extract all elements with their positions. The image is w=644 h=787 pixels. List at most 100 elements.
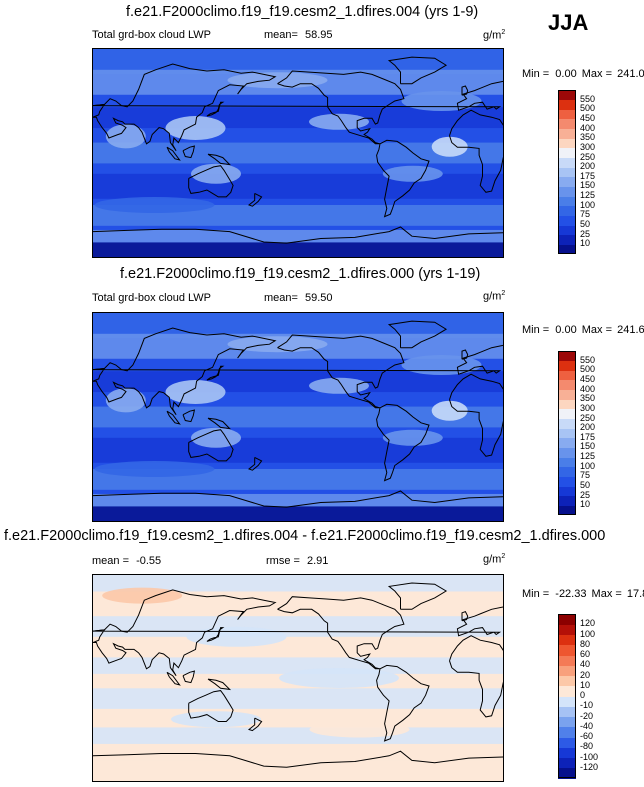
- colorbar-tick-label: 450: [580, 373, 596, 384]
- colorbar-swatch: [558, 716, 576, 728]
- colorbar-swatch: [558, 644, 576, 656]
- field-cell: [401, 355, 482, 375]
- colorbar-swatch: [558, 447, 576, 458]
- panel-1-minmax: Min = 0.00 Max = 241.01: [522, 68, 644, 80]
- field-cell: [382, 165, 443, 182]
- colorbar-swatch: [558, 428, 576, 439]
- field-cell: [431, 136, 468, 157]
- colorbar-tick-label: -20: [580, 710, 594, 721]
- panel-1-units-exp: 2: [501, 29, 506, 36]
- field-band: [93, 173, 503, 199]
- panel-1-units-base: g/m: [483, 29, 502, 42]
- field-cell: [279, 668, 399, 688]
- coastline: [376, 664, 430, 742]
- panel-1-max-value: 241.01: [617, 68, 644, 80]
- coastline: [387, 56, 448, 85]
- panel-3-rmse: rmse = 2.91: [266, 555, 328, 567]
- field-band: [93, 760, 503, 781]
- field-band: [93, 727, 503, 744]
- colorbar-tick-label: 350: [580, 132, 596, 143]
- coastline: [93, 750, 503, 768]
- colorbar-swatch: [558, 767, 576, 779]
- colorbar-swatch: [558, 389, 576, 400]
- colorbar-tick-label: 50: [580, 219, 591, 230]
- field-cell: [309, 113, 369, 130]
- colorbar-frame: [558, 90, 576, 254]
- panel-3-mean-value: -0.55: [136, 555, 162, 567]
- colorbar-swatch: [558, 665, 576, 676]
- colorbar-tick-label: 80: [580, 638, 591, 649]
- coastline: [449, 635, 503, 718]
- coastline: [387, 582, 448, 610]
- colorbar-tick-label: 120: [580, 618, 596, 629]
- colorbar-tick-label: -10: [580, 700, 594, 711]
- colorbar-swatch: [558, 706, 576, 717]
- colorbar-tick-label: 300: [580, 141, 596, 152]
- panel-3-mean-label: mean =: [92, 555, 129, 567]
- colorbar-swatch: [558, 351, 576, 362]
- colorbar-tick-label: 550: [580, 93, 596, 104]
- field-cell: [309, 377, 369, 394]
- colorbar-tick-label: -120: [580, 761, 599, 772]
- colorbar-tick-label: 75: [580, 470, 591, 481]
- panel-1-mean-value: 58.95: [305, 29, 333, 41]
- colorbar-swatch: [558, 167, 576, 178]
- coastline: [461, 610, 469, 622]
- coastline: [93, 490, 503, 508]
- colorbar-tick-label: 400: [580, 383, 596, 394]
- colorbar-swatch: [558, 215, 576, 226]
- panel-3-map: [92, 574, 504, 782]
- colorbar-tick-label: 450: [580, 112, 596, 123]
- colorbar-tick-label: 500: [580, 364, 596, 375]
- colorbar-tick-label: 10: [580, 499, 591, 510]
- coastline: [277, 334, 405, 409]
- colorbar-tick-label: 250: [580, 151, 596, 162]
- field-band: [93, 657, 503, 674]
- colorbar-tick-label: 300: [580, 402, 596, 413]
- panel-1-mean: mean= 58.95: [264, 29, 333, 41]
- panel-2-title: f.e21.F2000climo.f19_f19.cesm2_1.dfires.…: [120, 266, 481, 282]
- panel-3-max-label: Max =: [591, 588, 622, 600]
- colorbar-swatch: [558, 99, 576, 110]
- field-cell: [431, 400, 468, 421]
- field-band: [93, 437, 503, 463]
- coastline: [206, 627, 225, 642]
- colorbar-tick-label: -40: [580, 720, 594, 731]
- colorbar-tick-label: 75: [580, 209, 591, 220]
- colorbar-tick-label: 60: [580, 649, 591, 659]
- coastline: [206, 101, 225, 117]
- panel-3-min-value: -22.33: [555, 588, 587, 600]
- panel-2-colorbar: 10 25 50 75 100 125 150 175 200 250 300 350 400 450 50…: [558, 351, 608, 516]
- field-cell: [191, 163, 241, 184]
- colorbar-tick-label: 125: [580, 190, 596, 201]
- coastline: [449, 373, 503, 457]
- colorbar-tick-label: 175: [580, 431, 596, 442]
- colorbar-swatch: [558, 370, 576, 381]
- colorbar-swatch: [558, 457, 576, 468]
- panel-2-map: [92, 312, 504, 522]
- colorbar-swatch: [558, 614, 576, 625]
- panel-3-units-exp: 2: [501, 553, 506, 560]
- panel-3-units-base: g/m: [483, 553, 502, 566]
- colorbar-swatch: [558, 128, 576, 139]
- panel-3-colorbar: -120 -100 -80 -60 -40 -20 -10 0 10 20 40 60 80 100 120: [558, 614, 608, 779]
- season-label: JJA: [548, 10, 589, 35]
- field-cell: [401, 91, 482, 111]
- coastline: [166, 671, 181, 686]
- colorbar-swatch: [558, 244, 576, 255]
- field-band: [93, 142, 503, 164]
- colorbar-swatch: [558, 138, 576, 149]
- coastline: [207, 153, 232, 166]
- field-cell: [191, 427, 241, 448]
- panel-1-title: f.e21.F2000climo.f19_f19.cesm2_1.dfires.…: [126, 4, 479, 20]
- panel-2-max-value: 241.64: [617, 324, 644, 336]
- field-band: [93, 575, 503, 592]
- colorbar-swatch: [558, 476, 576, 487]
- colorbar-swatch: [558, 696, 576, 707]
- panel-2-mean-label: mean=: [264, 292, 298, 304]
- field-band: [93, 688, 503, 709]
- colorbar-tick-label: 250: [580, 412, 596, 423]
- coastline: [277, 70, 405, 145]
- colorbar-frame: [558, 351, 576, 515]
- field-band: [93, 229, 503, 243]
